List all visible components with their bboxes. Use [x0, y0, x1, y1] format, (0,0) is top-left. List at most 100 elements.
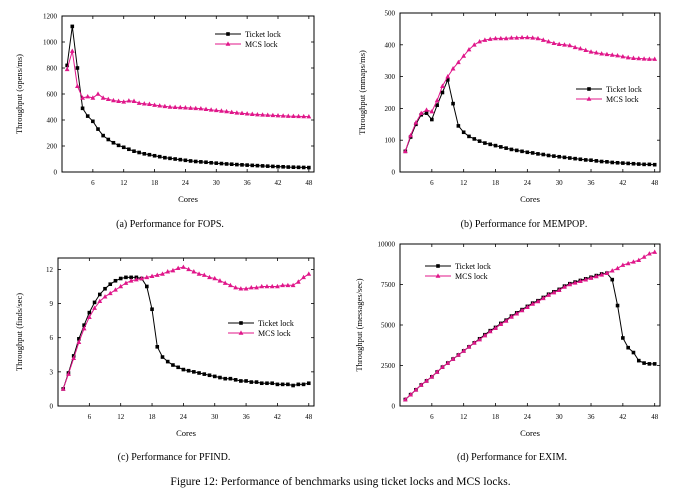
data-point — [118, 276, 123, 281]
data-point — [188, 159, 193, 163]
data-point — [594, 159, 599, 163]
data-point — [503, 318, 509, 323]
data-point — [276, 164, 280, 169]
data-point — [87, 310, 92, 315]
data-point — [155, 345, 160, 349]
data-point — [154, 272, 160, 277]
data-point — [541, 152, 546, 157]
data-point — [249, 111, 255, 116]
data-point — [82, 323, 86, 327]
data-point — [270, 381, 275, 386]
data-point — [604, 270, 610, 275]
data-point — [271, 164, 275, 169]
data-point — [152, 153, 157, 158]
y-tick-label: 400 — [385, 41, 396, 49]
data-point — [519, 307, 525, 313]
data-point — [418, 110, 424, 115]
data-point — [530, 151, 535, 155]
data-point — [642, 162, 646, 167]
data-point — [605, 160, 609, 164]
data-point — [440, 83, 445, 88]
data-point — [589, 158, 593, 163]
data-point — [301, 113, 307, 119]
data-point — [567, 42, 573, 48]
data-point — [509, 147, 514, 152]
panel-caption-b: (b) Performance for MEMPOP. — [460, 219, 588, 230]
data-point — [296, 113, 301, 119]
data-point — [503, 35, 509, 41]
data-point — [455, 352, 461, 357]
data-point — [70, 24, 75, 29]
data-point — [467, 134, 471, 139]
y-axis-label: Throughput (mmaps/ms) — [357, 50, 367, 135]
x-tick-label: 42 — [275, 179, 283, 187]
data-point — [621, 161, 625, 165]
data-point — [631, 161, 636, 166]
x-tick-label: 36 — [588, 413, 596, 421]
data-point — [307, 165, 311, 170]
data-point — [80, 95, 85, 100]
data-point — [588, 275, 594, 280]
data-point — [593, 50, 599, 55]
data-point — [530, 35, 536, 40]
x-tick-label: 24 — [180, 413, 188, 421]
data-point — [296, 382, 301, 387]
data-point — [424, 107, 429, 112]
data-point — [647, 362, 652, 366]
data-point — [260, 164, 265, 168]
data-point — [498, 321, 504, 326]
data-point — [121, 145, 126, 150]
data-point — [552, 154, 556, 158]
data-point — [551, 40, 557, 46]
data-point — [124, 275, 128, 280]
data-point — [599, 51, 605, 56]
x-tick-label: 48 — [651, 179, 659, 187]
data-point — [536, 152, 540, 156]
legend-marker — [435, 273, 441, 278]
data-point — [557, 154, 561, 159]
y-tick-label: 200 — [47, 143, 58, 151]
x-tick-label: 24 — [524, 413, 532, 421]
x-tick-label: 12 — [117, 413, 125, 421]
data-point — [137, 150, 141, 155]
data-point — [96, 127, 100, 131]
data-point — [514, 148, 519, 153]
data-point — [265, 112, 271, 117]
data-point — [408, 392, 414, 397]
y-tick-label: 300 — [385, 73, 396, 81]
data-point — [472, 137, 477, 141]
plot-frame — [57, 257, 315, 407]
data-point — [493, 143, 498, 148]
data-point — [498, 35, 504, 41]
data-point — [175, 265, 181, 271]
data-point — [456, 124, 461, 128]
legend-label: Ticket lock — [258, 319, 294, 328]
data-point — [116, 98, 121, 103]
data-point — [150, 307, 154, 312]
data-point — [269, 283, 275, 289]
data-point — [641, 254, 647, 259]
data-point — [103, 286, 107, 291]
data-point — [402, 396, 408, 402]
x-tick-label: 30 — [213, 179, 221, 187]
data-point — [615, 303, 620, 308]
plot-frame — [399, 12, 661, 173]
benchmark-name: PFIND — [198, 452, 228, 463]
data-point — [418, 382, 424, 387]
data-point — [160, 355, 165, 359]
data-point — [111, 97, 116, 103]
data-point — [455, 59, 461, 65]
data-point — [295, 279, 301, 284]
data-point — [207, 373, 212, 378]
data-point — [202, 372, 207, 376]
data-point — [573, 156, 577, 161]
data-point — [238, 286, 244, 291]
data-point — [259, 283, 265, 289]
data-point — [567, 281, 573, 287]
legend-label: MCS lock — [606, 95, 639, 104]
legend-marker — [225, 41, 231, 46]
data-point — [171, 363, 175, 367]
data-point — [76, 339, 82, 345]
data-point — [281, 165, 285, 169]
y-tick-label: 1000 — [43, 39, 58, 47]
